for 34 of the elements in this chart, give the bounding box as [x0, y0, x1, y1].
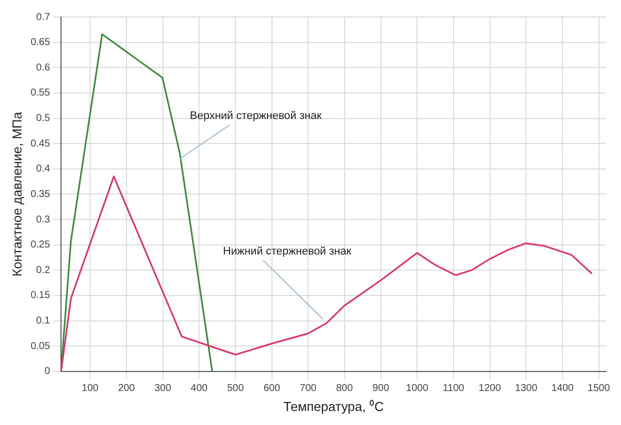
- y-tick-label: 0.65: [30, 37, 50, 48]
- y-tick-label: 0.4: [36, 164, 50, 175]
- x-tick-label: 100: [82, 383, 99, 394]
- y-tick-label: 0.55: [30, 88, 50, 99]
- x-tick-label: 1300: [515, 383, 538, 394]
- y-tick-label: 0.5: [36, 113, 50, 124]
- x-tick-label: 600: [263, 383, 281, 394]
- x-tick-label: 1400: [551, 383, 574, 394]
- x-tick-label: 400: [190, 383, 208, 394]
- x-tick-label: 1000: [406, 383, 429, 394]
- y-axis-title: Контактное давление, МПа: [9, 111, 24, 277]
- annotation: Верхний стержневой знак: [190, 110, 322, 122]
- y-tick-label: 0.1: [36, 316, 50, 327]
- y-tick-label: 0.7: [36, 12, 50, 23]
- x-tick-label: 500: [227, 383, 244, 394]
- y-tick-label: 0.2: [36, 264, 50, 276]
- y-tick-label: 0.6: [36, 62, 50, 74]
- x-tick-label: 1500: [588, 383, 610, 394]
- x-axis-title: Температура, ⁰С: [283, 398, 384, 414]
- y-tick-label: 0: [44, 366, 50, 378]
- y-tick-label: 0.3: [36, 214, 50, 226]
- x-tick-label: 700: [300, 383, 317, 394]
- y-tick-label: 0.35: [30, 188, 50, 200]
- x-tick-label: 1200: [478, 383, 502, 394]
- x-tick-label: 300: [154, 383, 172, 394]
- x-tick-label: 900: [372, 383, 390, 394]
- annotation: Нижний стержневой знак: [223, 245, 352, 258]
- y-tick-label: 0.45: [30, 138, 50, 150]
- y-tick-label: 0.25: [30, 240, 50, 251]
- x-tick-label: 800: [336, 383, 354, 394]
- x-tick-label: 200: [118, 383, 136, 394]
- y-tick-label: 0.15: [30, 290, 50, 302]
- y-tick-label: 0.05: [30, 340, 50, 352]
- x-tick-label: 1100: [442, 383, 465, 394]
